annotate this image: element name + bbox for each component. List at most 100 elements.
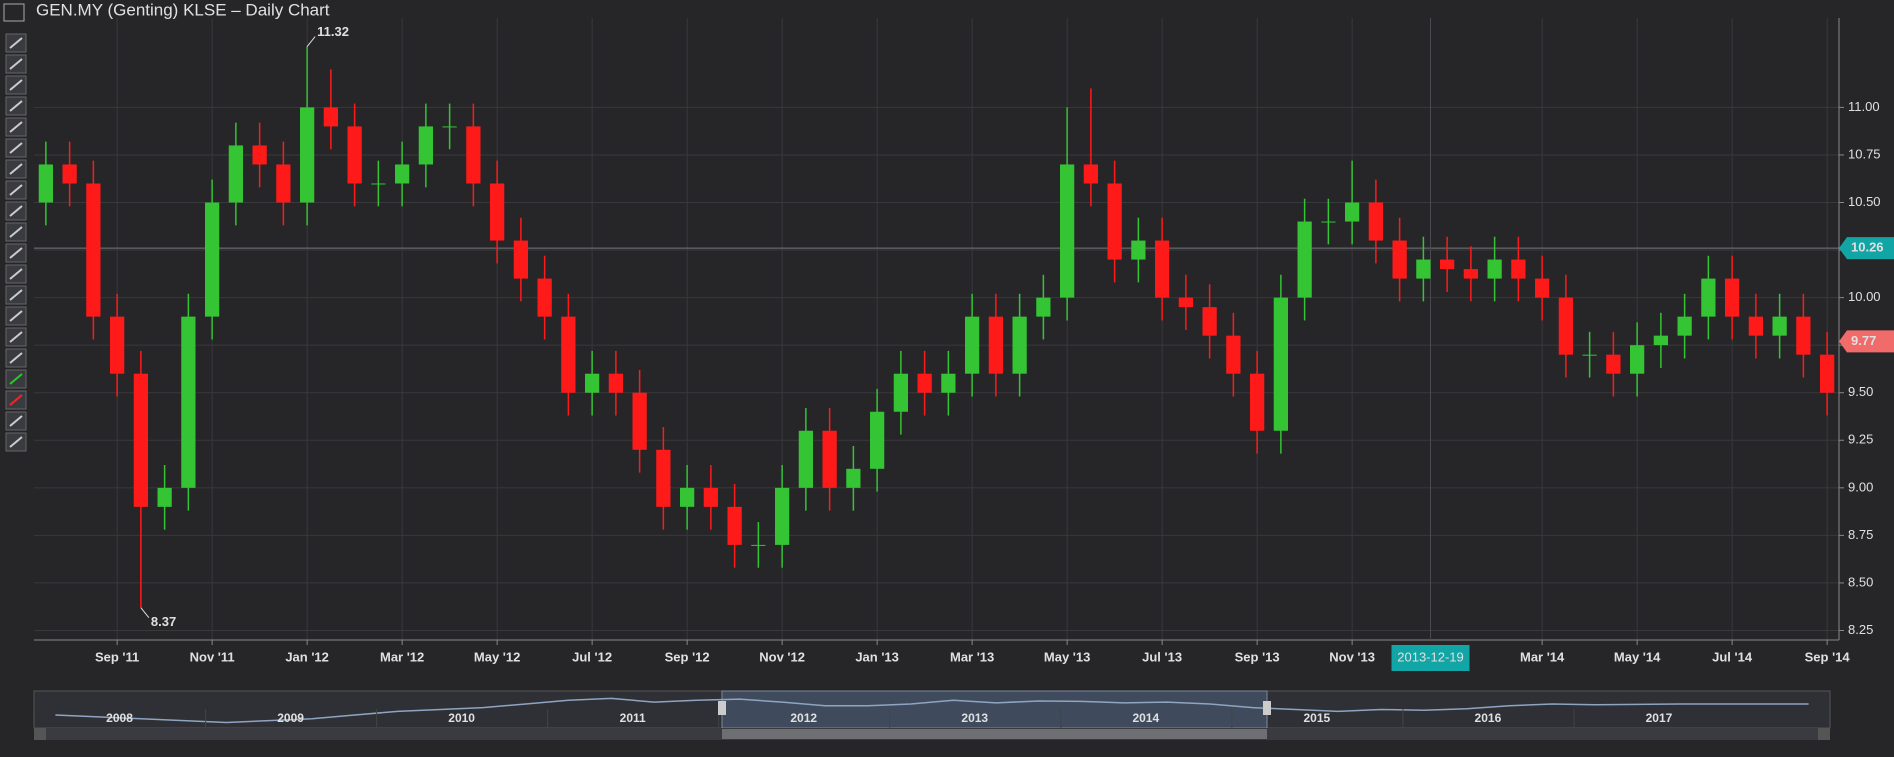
y-tick-label: 8.25 xyxy=(1848,622,1873,637)
x-tick-label: May '14 xyxy=(1614,649,1661,664)
toolbar-icon xyxy=(9,205,23,217)
candle-body xyxy=(513,240,528,279)
navigator-year-label: 2013 xyxy=(961,711,988,725)
navigator-year-label: 2008 xyxy=(106,711,133,725)
candle-body xyxy=(1107,183,1122,260)
scrollbar-arrow-left[interactable] xyxy=(34,728,46,740)
candle-body xyxy=(1273,297,1288,431)
fullscreen-button[interactable] xyxy=(3,3,25,22)
candle-body xyxy=(1155,240,1170,298)
x-tick-label: May '12 xyxy=(474,649,520,664)
candle-body xyxy=(1321,221,1336,223)
crosshair-price-label-box xyxy=(1839,237,1894,260)
x-tick-label: Jul '14 xyxy=(1712,649,1753,664)
toolbar-icon xyxy=(9,184,23,196)
x-tick-label: Mar '12 xyxy=(380,649,424,664)
max-leader xyxy=(306,36,316,47)
navigator-year-label: 2010 xyxy=(448,711,475,725)
candle-body xyxy=(893,373,908,412)
candle-body xyxy=(1487,259,1502,279)
candle-body xyxy=(798,430,813,488)
candle-body xyxy=(442,126,457,128)
candle-body xyxy=(1392,240,1407,279)
navigator-line xyxy=(55,697,1809,724)
navigator-year-label: 2016 xyxy=(1475,711,1502,725)
y-tick-label: 8.50 xyxy=(1848,574,1873,589)
candle-body xyxy=(727,506,742,545)
candle-body xyxy=(632,392,647,450)
crosshair-date-box xyxy=(1391,645,1470,671)
navigator-handle[interactable] xyxy=(718,701,726,715)
candle-body xyxy=(1701,278,1716,317)
toolbar-icon xyxy=(9,121,23,133)
candle-body xyxy=(1345,202,1360,222)
candle-body xyxy=(1036,297,1051,317)
candle-body xyxy=(1630,345,1645,374)
navigator-year-label: 2011 xyxy=(620,711,646,725)
last-price-label-box xyxy=(1839,330,1894,353)
candle-body xyxy=(110,316,125,374)
candle-body xyxy=(965,316,980,374)
candle-body xyxy=(1748,316,1763,336)
toolbar-icon xyxy=(9,352,23,364)
x-tick-label: Mar '14 xyxy=(1520,649,1565,664)
candle-body xyxy=(1131,240,1146,260)
candle-body xyxy=(418,126,433,165)
x-tick-label: Sep '14 xyxy=(1805,649,1851,664)
y-tick-label: 10.00 xyxy=(1848,289,1881,304)
toolbar-icon xyxy=(9,37,23,49)
candle-body xyxy=(205,202,220,317)
candle-body xyxy=(86,183,101,317)
candle-body xyxy=(371,183,386,185)
candle-body xyxy=(490,183,505,241)
candle-body xyxy=(537,278,552,317)
navigator-year-label: 2017 xyxy=(1646,711,1673,725)
toolbar-icon xyxy=(9,373,23,385)
y-tick-label: 10.75 xyxy=(1848,146,1881,161)
y-tick-label: 11.00 xyxy=(1848,99,1880,114)
candle-body xyxy=(1558,297,1573,355)
navigator-window[interactable] xyxy=(721,690,1268,729)
candle-body xyxy=(1725,278,1740,317)
candle-body xyxy=(917,373,932,393)
candle-body xyxy=(775,487,790,545)
y-tick-label: 9.50 xyxy=(1848,384,1873,399)
toolbar-icon xyxy=(9,142,23,154)
candle-body xyxy=(822,430,837,488)
candle-body xyxy=(395,164,410,184)
candle-body xyxy=(252,145,267,165)
candle-body xyxy=(276,164,291,203)
candle-body xyxy=(1297,221,1312,298)
candle-body xyxy=(323,107,338,127)
candle-body xyxy=(1416,259,1431,279)
scrollbar-thumb[interactable] xyxy=(722,729,1267,739)
navigator-year-label: 2012 xyxy=(790,711,817,725)
candle-body xyxy=(1368,202,1383,241)
min-leader xyxy=(140,607,150,618)
navigator-handle[interactable] xyxy=(1263,701,1271,715)
toolbar-icon xyxy=(9,310,23,322)
candle-body xyxy=(1463,269,1478,279)
toolbar-icon xyxy=(9,163,23,175)
candle-body xyxy=(133,373,148,507)
scrollbar-arrow-right[interactable] xyxy=(1818,728,1830,740)
x-tick-label: Jul '13 xyxy=(1142,649,1182,664)
candle-body xyxy=(347,126,362,184)
candle-body xyxy=(1511,259,1526,279)
x-tick-label: Sep '12 xyxy=(665,649,710,664)
candle-body xyxy=(1083,164,1098,184)
x-tick-label: Sep '11 xyxy=(95,649,139,664)
y-tick-label: 10.50 xyxy=(1848,194,1881,209)
candle-body xyxy=(1060,164,1075,298)
crosshair-price-label: 10.26 xyxy=(1851,240,1884,255)
toolbar-icon xyxy=(9,247,23,259)
candle-body xyxy=(608,373,623,393)
candle-body xyxy=(703,487,718,507)
candle-body xyxy=(228,145,243,203)
candle-body xyxy=(38,164,53,203)
candle-body xyxy=(656,449,671,507)
min-label: 8.37 xyxy=(151,614,176,629)
candle-body xyxy=(1202,307,1217,336)
